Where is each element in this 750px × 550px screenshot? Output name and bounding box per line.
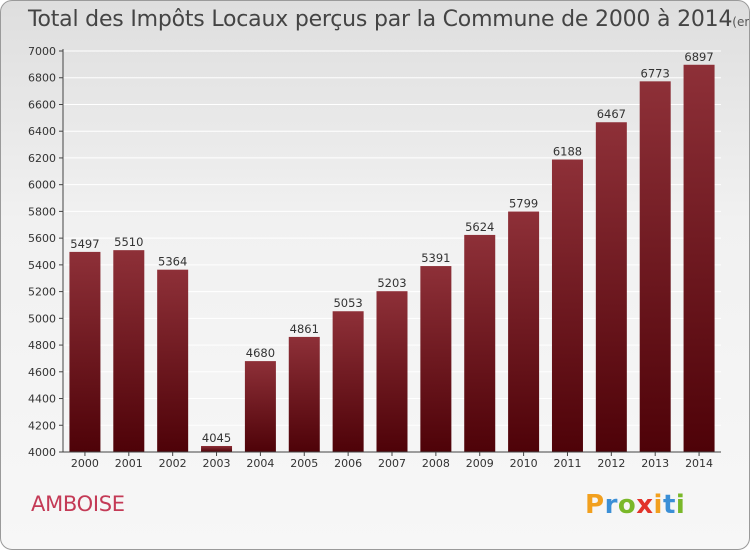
x-tick-label: 2005 (290, 457, 318, 470)
bar-2008 (420, 266, 452, 452)
y-tick-label: 4000 (28, 446, 56, 459)
y-tick-label: 6800 (28, 72, 56, 85)
x-tick-label: 2002 (159, 457, 187, 470)
proxiti-logo: Proxiti (585, 490, 685, 520)
x-tick-label: 2003 (203, 457, 231, 470)
y-tick-label: 5200 (28, 286, 56, 299)
logo-letter: r (604, 490, 618, 520)
x-tick-label: 2001 (115, 457, 143, 470)
x-tick-label: 2004 (246, 457, 274, 470)
bar-2012 (595, 122, 627, 453)
bar-2009 (464, 234, 496, 452)
commune-name: AMBOISE (31, 492, 125, 516)
x-tick-label: 2014 (685, 457, 713, 470)
logo-letter: x (636, 490, 654, 520)
value-label: 5391 (421, 251, 450, 265)
y-tick-label: 5400 (28, 259, 56, 272)
value-label: 6188 (553, 145, 582, 159)
bar-2011 (551, 159, 583, 452)
x-tick-label: 2006 (334, 457, 362, 470)
x-tick-label: 2009 (466, 457, 494, 470)
bar-2002 (157, 269, 189, 452)
y-tick-label: 6400 (28, 125, 56, 138)
value-label: 5203 (377, 276, 406, 290)
y-tick-label: 5000 (28, 312, 56, 325)
bar-2004 (244, 361, 276, 452)
value-label: 6467 (597, 107, 626, 121)
y-tick-label: 4400 (28, 393, 56, 406)
y-tick-label: 4200 (28, 419, 56, 432)
bars (69, 64, 715, 453)
bar-2000 (69, 251, 101, 452)
y-tick-label: 6000 (28, 179, 56, 192)
value-label: 5497 (70, 237, 99, 251)
x-tick-label: 2011 (553, 457, 581, 470)
x-tick-label: 2013 (641, 457, 669, 470)
logo-letter: i (675, 490, 686, 520)
title-text: Total des Impôts Locaux perçus par la Co… (28, 7, 733, 32)
y-tick-label: 5600 (28, 232, 56, 245)
title-unit: (en milliers d'€) (732, 15, 750, 29)
value-label: 5364 (158, 255, 187, 269)
value-label: 4045 (202, 431, 231, 445)
value-label: 4680 (246, 346, 275, 360)
y-tick-label: 7000 (28, 45, 56, 58)
bar-2006 (332, 311, 364, 452)
logo-letter: P (585, 490, 605, 520)
value-label: 6773 (641, 66, 670, 80)
value-label: 5510 (114, 235, 143, 249)
x-tick-label: 2000 (71, 457, 99, 470)
y-tick-label: 4800 (28, 339, 56, 352)
logo-letter: t (662, 490, 676, 520)
logo-letter: i (653, 490, 663, 520)
bar-2005 (288, 336, 320, 452)
bar-2014 (683, 64, 715, 452)
x-tick-label: 2008 (422, 457, 450, 470)
bar-2013 (639, 81, 671, 452)
x-tick-label: 2007 (378, 457, 406, 470)
value-label: 4861 (290, 322, 319, 336)
y-tick-label: 5800 (28, 205, 56, 218)
value-label: 5053 (333, 296, 362, 310)
y-tick-label: 6200 (28, 152, 56, 165)
y-tick-label: 6600 (28, 98, 56, 111)
value-labels: 5497 5510 5364 4045 4680 4861 5053 5203 5391 5624… (70, 50, 713, 445)
x-tick-label: 2012 (597, 457, 625, 470)
value-label: 6897 (684, 50, 713, 64)
value-label: 5799 (509, 197, 538, 211)
axes: 4000 4200 4400 4600 4800 5000 5200 5400 5600 5800… (28, 45, 721, 470)
logo-letter: o (617, 490, 637, 520)
bar-2010 (508, 211, 540, 452)
bar-2007 (376, 291, 408, 452)
chart-title: Total des Impôts Locaux perçus par la Co… (28, 7, 750, 32)
y-tick-label: 4600 (28, 366, 56, 379)
x-tick-label: 2010 (510, 457, 538, 470)
bar-2003 (201, 445, 233, 452)
value-label: 5624 (465, 220, 494, 234)
bar-2001 (113, 250, 145, 452)
